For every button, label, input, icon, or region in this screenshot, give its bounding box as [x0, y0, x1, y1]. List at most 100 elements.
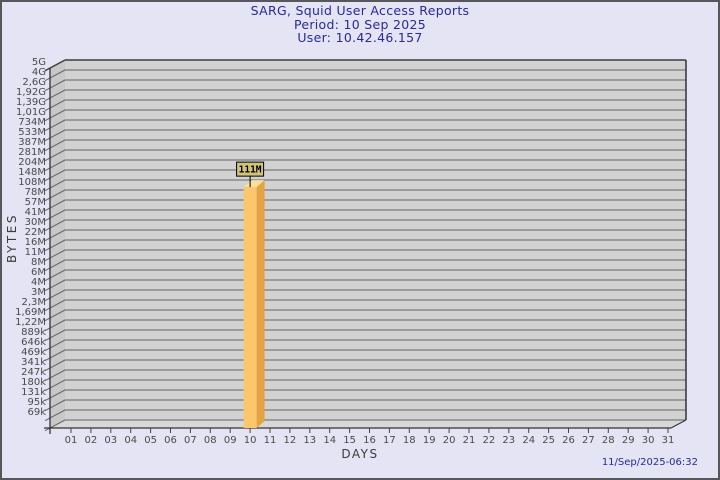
x-tick-label: 16: [363, 435, 376, 446]
y-tick: [44, 159, 66, 172]
y-tick-label: 108M: [18, 177, 46, 188]
x-tick-label: 25: [542, 435, 555, 446]
y-tick-label: 341k: [21, 357, 46, 368]
y-tick: [44, 239, 66, 252]
x-tick-label: 01: [65, 435, 78, 446]
bar-front-face: [243, 187, 257, 428]
y-tick: [44, 319, 66, 332]
x-tick-label: 02: [85, 435, 98, 446]
y-tick: [44, 69, 66, 82]
x-tick-label: 27: [582, 435, 595, 446]
y-tick-label: 180k: [21, 377, 46, 388]
x-tick-label: 06: [164, 435, 177, 446]
y-tick: [44, 289, 66, 302]
x-tick-label: 17: [383, 435, 396, 446]
y-tick-label: 646k: [21, 337, 46, 348]
y-tick: [44, 309, 66, 322]
y-tick-label: 533M: [18, 127, 46, 138]
y-tick-label: 4G: [32, 67, 46, 78]
x-tick-label: 12: [284, 435, 297, 446]
y-tick-label: 8M: [31, 257, 46, 268]
bar-side-face: [256, 180, 265, 428]
y-tick-label: 387M: [18, 137, 46, 148]
y-tick: [44, 59, 66, 72]
x-tick-label: 11: [264, 435, 277, 446]
y-axis-title: BYTES: [5, 213, 19, 263]
y-tick-label: 1,69M: [15, 307, 46, 318]
x-tick-label: 24: [522, 435, 535, 446]
chart-period: Period: 10 Sep 2025: [293, 16, 427, 32]
y-tick: [44, 219, 66, 232]
y-tick: [44, 179, 66, 192]
x-tick-label: 08: [204, 435, 217, 446]
x-tick-label: 04: [124, 435, 137, 446]
x-tick-label: 13: [303, 435, 316, 446]
y-tick: [44, 279, 66, 292]
y-tick-label: 69k: [27, 407, 46, 418]
y-tick: [44, 149, 66, 162]
x-tick-label: 14: [323, 435, 336, 446]
chart-title-block: SARG, Squid User Access Reports Period: …: [0, 4, 720, 45]
y-tick-label: 2,6G: [22, 77, 46, 88]
y-tick-label: 1,01G: [16, 107, 46, 118]
x-tick-label: 23: [502, 435, 515, 446]
y-tick-label: 469k: [21, 347, 46, 358]
y-tick: [44, 209, 66, 222]
floor-right-edge: [670, 419, 687, 429]
y-tick-label: 78M: [25, 187, 46, 198]
y-tick-label: 3M: [31, 287, 46, 298]
y-tick: [44, 359, 66, 372]
y-tick: [44, 229, 66, 242]
x-tick-label: 18: [403, 435, 416, 446]
bar-value-label: 111M: [239, 165, 262, 176]
x-tick-label: 10: [244, 435, 257, 446]
y-tick-label: 1,92G: [16, 87, 46, 98]
x-axis-title: DAYS: [341, 447, 379, 461]
y-tick: [44, 129, 66, 142]
x-tick-label: 20: [443, 435, 456, 446]
bar-value-box: [236, 161, 265, 177]
y-tick-label: 247k: [21, 367, 46, 378]
y-tick-label: 22M: [25, 227, 46, 238]
y-tick: [44, 189, 66, 202]
y-tick-label: 41M: [25, 207, 46, 218]
y-tick: [44, 389, 66, 402]
x-tick-label: 07: [184, 435, 197, 446]
y-tick: [44, 119, 66, 132]
y-tick: [44, 169, 66, 182]
y-tick: [44, 399, 66, 412]
y-tick: [44, 339, 66, 352]
y-tick: [44, 269, 66, 282]
y-tick-label: 148M: [18, 167, 46, 178]
bar-top-face: [243, 180, 265, 188]
y-tick-label: 11M: [25, 247, 46, 258]
y-tick: [44, 379, 66, 392]
x-tick-label: 29: [622, 435, 635, 446]
y-tick-label: 6M: [31, 267, 46, 278]
y-tick: [44, 349, 66, 362]
y-tick-label: 1,39G: [16, 97, 46, 108]
x-tick-label: 22: [483, 435, 496, 446]
x-tick-label: 26: [562, 435, 575, 446]
y-tick-label: 4M: [31, 277, 46, 288]
x-tick-label: 31: [662, 435, 675, 446]
y-tick-label: 1,22M: [15, 317, 46, 328]
y-tick: [44, 79, 66, 92]
x-tick-label: 05: [144, 435, 157, 446]
generated-timestamp: 11/Sep/2025-06:32: [601, 457, 698, 468]
y-tick-label: 57M: [25, 197, 46, 208]
y-tick: [44, 109, 66, 122]
y-tick-label: 95k: [27, 397, 46, 408]
y-tick: [44, 249, 66, 262]
y-tick-label: 5G: [32, 57, 46, 68]
x-tick-label: 15: [343, 435, 356, 446]
y-tick: [44, 139, 66, 152]
y-tick-label: 889k: [21, 327, 46, 338]
y-tick: [44, 329, 66, 342]
y-tick: [44, 89, 66, 102]
y-tick: [44, 99, 66, 112]
y-tick-label: 30M: [25, 217, 46, 228]
x-tick-label: 03: [104, 435, 117, 446]
